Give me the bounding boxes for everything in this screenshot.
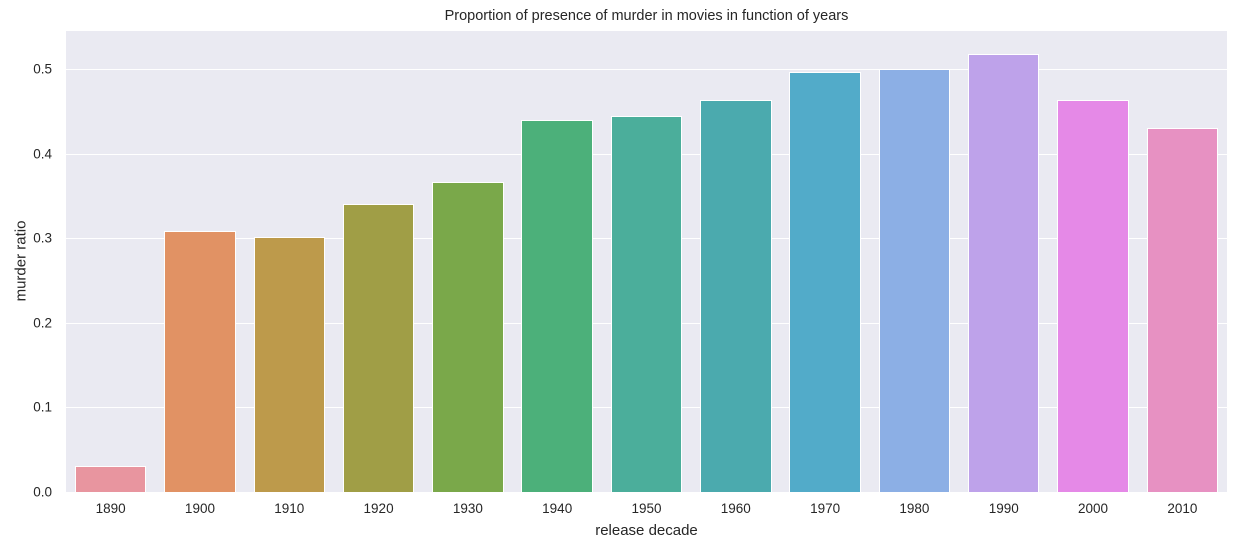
x-tick-label: 1930 bbox=[452, 501, 483, 516]
x-tick-label: 1940 bbox=[542, 501, 573, 516]
x-tick-label: 1900 bbox=[184, 501, 215, 516]
bar-1890 bbox=[74, 465, 147, 492]
y-tick-label: 0.0 bbox=[33, 484, 52, 500]
x-tick-label: 1990 bbox=[988, 501, 1019, 516]
gridline bbox=[66, 69, 1227, 71]
bar-1930 bbox=[432, 181, 504, 492]
bar-1980 bbox=[878, 69, 951, 492]
x-tick-label: 1980 bbox=[899, 501, 930, 516]
x-tick-label: 2010 bbox=[1167, 501, 1198, 516]
y-tick-label: 0.1 bbox=[33, 399, 52, 415]
x-tick-label: 1920 bbox=[363, 501, 394, 516]
bar-2010 bbox=[1146, 128, 1219, 492]
chart-title: Proportion of presence of murder in movi… bbox=[444, 8, 849, 24]
bar-1970 bbox=[789, 72, 861, 492]
bar-1900 bbox=[164, 231, 236, 492]
x-tick-label: 1960 bbox=[720, 501, 751, 516]
x-tick-label: 1950 bbox=[631, 501, 662, 516]
x-tick-label: 1890 bbox=[95, 501, 126, 516]
plot-area bbox=[66, 31, 1227, 492]
bar-2000 bbox=[1057, 100, 1129, 492]
y-tick-label: 0.2 bbox=[33, 315, 52, 331]
x-tick-label: 1910 bbox=[274, 501, 305, 516]
x-tick-label: 2000 bbox=[1078, 501, 1109, 516]
x-axis-label: release decade bbox=[595, 522, 698, 539]
y-axis-label: murder ratio bbox=[12, 220, 30, 302]
y-tick-label: 0.3 bbox=[33, 230, 52, 246]
bar-1940 bbox=[521, 119, 593, 492]
bar-1950 bbox=[610, 115, 683, 492]
bar-1910 bbox=[253, 237, 325, 492]
bar-1920 bbox=[342, 204, 415, 492]
y-tick-label: 0.4 bbox=[33, 146, 52, 162]
bar-1990 bbox=[968, 53, 1040, 492]
y-tick-label: 0.5 bbox=[33, 61, 52, 77]
x-tick-label: 1970 bbox=[810, 501, 841, 516]
bar-1960 bbox=[700, 99, 772, 492]
